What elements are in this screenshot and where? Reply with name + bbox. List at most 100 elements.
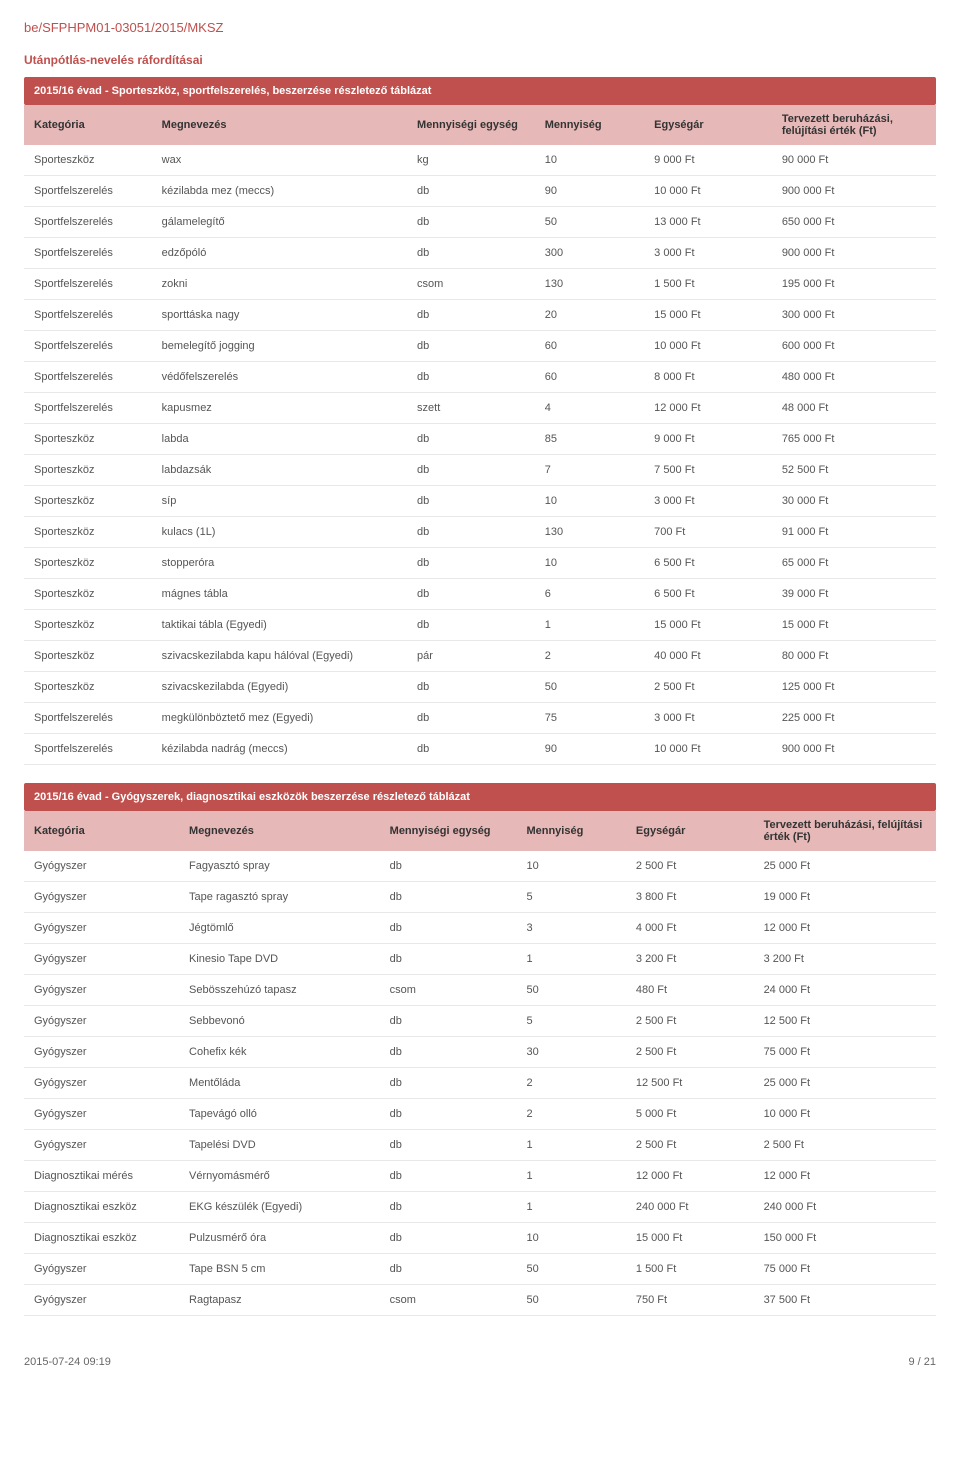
- table-cell: 6 500 Ft: [644, 579, 772, 610]
- table-cell: Tape BSN 5 cm: [179, 1254, 380, 1285]
- table-row: GyógyszerTapelési DVDdb12 500 Ft2 500 Ft: [24, 1130, 936, 1161]
- table-cell: Tapelési DVD: [179, 1130, 380, 1161]
- table-cell: db: [380, 1161, 517, 1192]
- col-header: Megnevezés: [152, 105, 407, 145]
- table-cell: 225 000 Ft: [772, 703, 936, 734]
- table-cell: 10 000 Ft: [754, 1099, 936, 1130]
- table-cell: 7: [535, 455, 644, 486]
- table-row: Sporteszköztaktikai tábla (Egyedi)db115 …: [24, 610, 936, 641]
- col-header: Megnevezés: [179, 811, 380, 851]
- table-cell: db: [380, 1068, 517, 1099]
- table-cell: 480 000 Ft: [772, 362, 936, 393]
- table-cell: Gyógyszer: [24, 851, 179, 882]
- table-cell: 90: [535, 734, 644, 765]
- table-row: GyógyszerSebösszehúzó tapaszcsom50480 Ft…: [24, 975, 936, 1006]
- table-cell: Gyógyszer: [24, 1099, 179, 1130]
- col-header: Mennyiség: [516, 811, 625, 851]
- table-cell: Jégtömlő: [179, 913, 380, 944]
- table-cell: 50: [535, 672, 644, 703]
- table-row: GyógyszerFagyasztó spraydb102 500 Ft25 0…: [24, 851, 936, 882]
- table-row: Sportfelszerelésmegkülönböztető mez (Egy…: [24, 703, 936, 734]
- table-cell: db: [407, 486, 535, 517]
- table-row: Sporteszközkulacs (1L)db130700 Ft91 000 …: [24, 517, 936, 548]
- table-cell: EKG készülék (Egyedi): [179, 1192, 380, 1223]
- table-cell: 50: [516, 1285, 625, 1316]
- table-cell: 8 000 Ft: [644, 362, 772, 393]
- col-header: Egységár: [626, 811, 754, 851]
- table-cell: labda: [152, 424, 407, 455]
- table-cell: 150 000 Ft: [754, 1223, 936, 1254]
- table-cell: 900 000 Ft: [772, 176, 936, 207]
- table-cell: Diagnosztikai eszköz: [24, 1223, 179, 1254]
- table-cell: db: [380, 1006, 517, 1037]
- table-row: GyógyszerJégtömlődb34 000 Ft12 000 Ft: [24, 913, 936, 944]
- table-cell: Sporteszköz: [24, 486, 152, 517]
- table-cell: Kinesio Tape DVD: [179, 944, 380, 975]
- table-cell: Sporteszköz: [24, 424, 152, 455]
- table-cell: db: [380, 882, 517, 913]
- table-cell: db: [380, 913, 517, 944]
- table-cell: 300 000 Ft: [772, 300, 936, 331]
- table-cell: szivacskezilabda kapu hálóval (Egyedi): [152, 641, 407, 672]
- table-cell: 1: [535, 610, 644, 641]
- table-cell: 12 000 Ft: [754, 1161, 936, 1192]
- table-cell: db: [380, 1192, 517, 1223]
- table-cell: Gyógyszer: [24, 913, 179, 944]
- table-row: Sporteszközszivacskezilabda (Egyedi)db50…: [24, 672, 936, 703]
- table-cell: db: [407, 548, 535, 579]
- table-row: Sporteszközlabdadb859 000 Ft765 000 Ft: [24, 424, 936, 455]
- table-cell: 650 000 Ft: [772, 207, 936, 238]
- footer-timestamp: 2015-07-24 09:19: [24, 1356, 111, 1368]
- table-cell: 75 000 Ft: [754, 1037, 936, 1068]
- table-cell: 10 000 Ft: [644, 176, 772, 207]
- table-cell: 10: [516, 851, 625, 882]
- table1: KategóriaMegnevezésMennyiségi egységMenn…: [24, 105, 936, 765]
- table-cell: Gyógyszer: [24, 1254, 179, 1285]
- table-cell: db: [380, 851, 517, 882]
- table-cell: Sporteszköz: [24, 455, 152, 486]
- table-cell: db: [380, 1223, 517, 1254]
- table-cell: 3 200 Ft: [754, 944, 936, 975]
- table-cell: 30 000 Ft: [772, 486, 936, 517]
- table-row: Sportfelszerelésbemelegítő joggingdb6010…: [24, 331, 936, 362]
- table-cell: 2 500 Ft: [754, 1130, 936, 1161]
- table-cell: Gyógyszer: [24, 1037, 179, 1068]
- table-cell: 10 000 Ft: [644, 734, 772, 765]
- table-cell: 91 000 Ft: [772, 517, 936, 548]
- table-cell: Sportfelszerelés: [24, 269, 152, 300]
- table-cell: kézilabda mez (meccs): [152, 176, 407, 207]
- table-cell: csom: [380, 1285, 517, 1316]
- table-cell: kg: [407, 145, 535, 176]
- table-cell: 13 000 Ft: [644, 207, 772, 238]
- table-cell: 48 000 Ft: [772, 393, 936, 424]
- table-cell: 1 500 Ft: [644, 269, 772, 300]
- table-cell: 240 000 Ft: [626, 1192, 754, 1223]
- table-cell: 900 000 Ft: [772, 238, 936, 269]
- table-cell: 4: [535, 393, 644, 424]
- table-cell: Sportfelszerelés: [24, 393, 152, 424]
- table-row: Sportfelszerelésedzőpólódb3003 000 Ft900…: [24, 238, 936, 269]
- table-cell: 75: [535, 703, 644, 734]
- table2: KategóriaMegnevezésMennyiségi egységMenn…: [24, 811, 936, 1316]
- table-cell: 1: [516, 1130, 625, 1161]
- table-cell: 3: [516, 913, 625, 944]
- table-cell: 2: [535, 641, 644, 672]
- table-cell: taktikai tábla (Egyedi): [152, 610, 407, 641]
- table-row: Diagnosztikai mérésVérnyomásmérődb112 00…: [24, 1161, 936, 1192]
- table-cell: 125 000 Ft: [772, 672, 936, 703]
- table-row: Sportfelszereléskapusmezszett412 000 Ft4…: [24, 393, 936, 424]
- table-cell: 480 Ft: [626, 975, 754, 1006]
- table-cell: 765 000 Ft: [772, 424, 936, 455]
- table-cell: Sportfelszerelés: [24, 331, 152, 362]
- table-cell: 130: [535, 269, 644, 300]
- table-cell: db: [407, 362, 535, 393]
- table-cell: db: [380, 1037, 517, 1068]
- table-cell: Sporteszköz: [24, 548, 152, 579]
- table-cell: db: [380, 1130, 517, 1161]
- table-cell: Mentőláda: [179, 1068, 380, 1099]
- table-cell: csom: [407, 269, 535, 300]
- col-header: Mennyiségi egység: [380, 811, 517, 851]
- table-cell: kapusmez: [152, 393, 407, 424]
- page-footer: 2015-07-24 09:19 9 / 21: [24, 1356, 936, 1368]
- table-cell: Sporteszköz: [24, 610, 152, 641]
